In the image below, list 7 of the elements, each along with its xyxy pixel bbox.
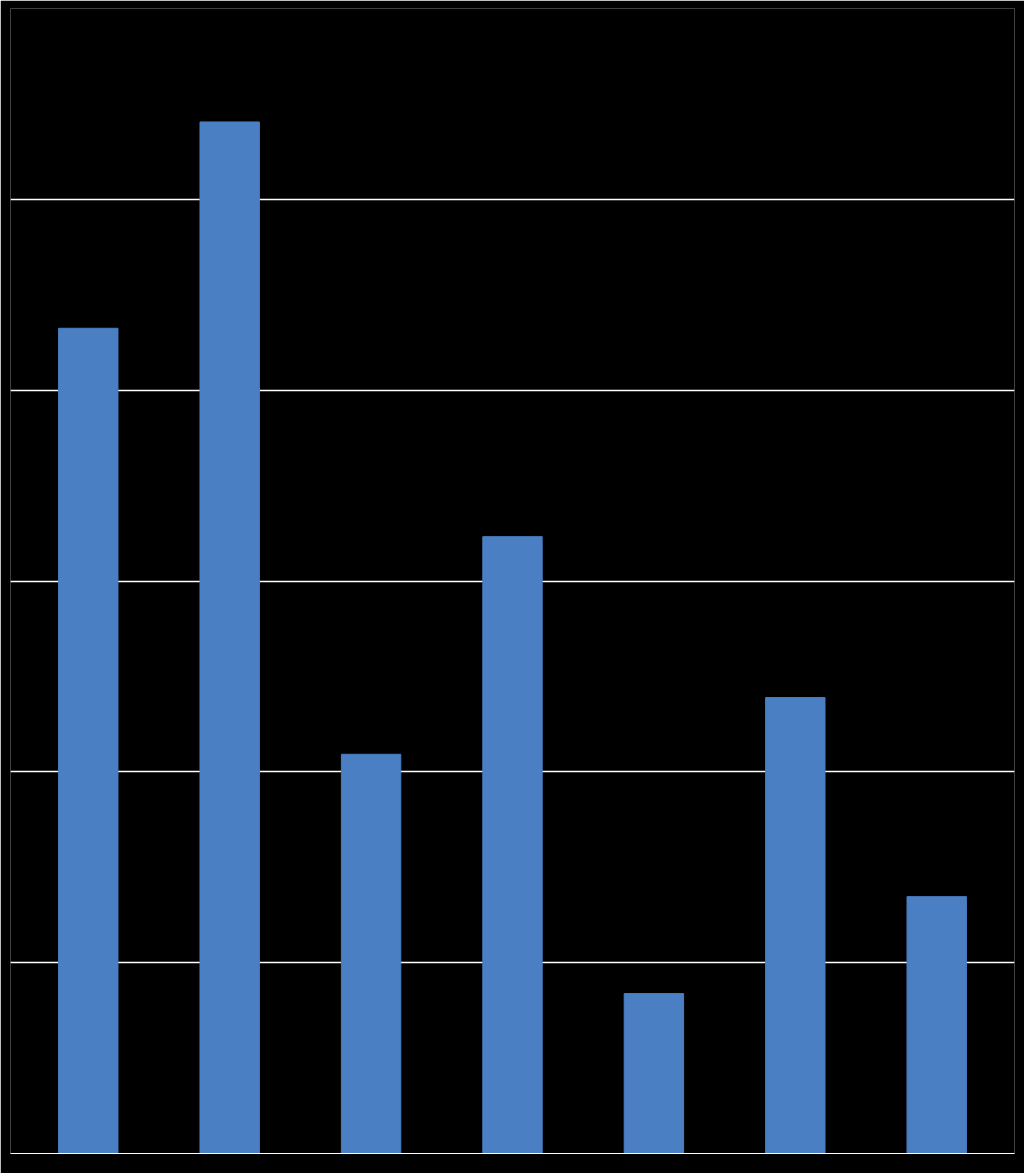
bar — [906, 896, 967, 1154]
bar — [765, 697, 826, 1154]
bar — [482, 536, 543, 1154]
bar — [58, 327, 119, 1154]
bar — [623, 993, 685, 1154]
bar — [199, 121, 260, 1154]
bar — [340, 753, 402, 1154]
